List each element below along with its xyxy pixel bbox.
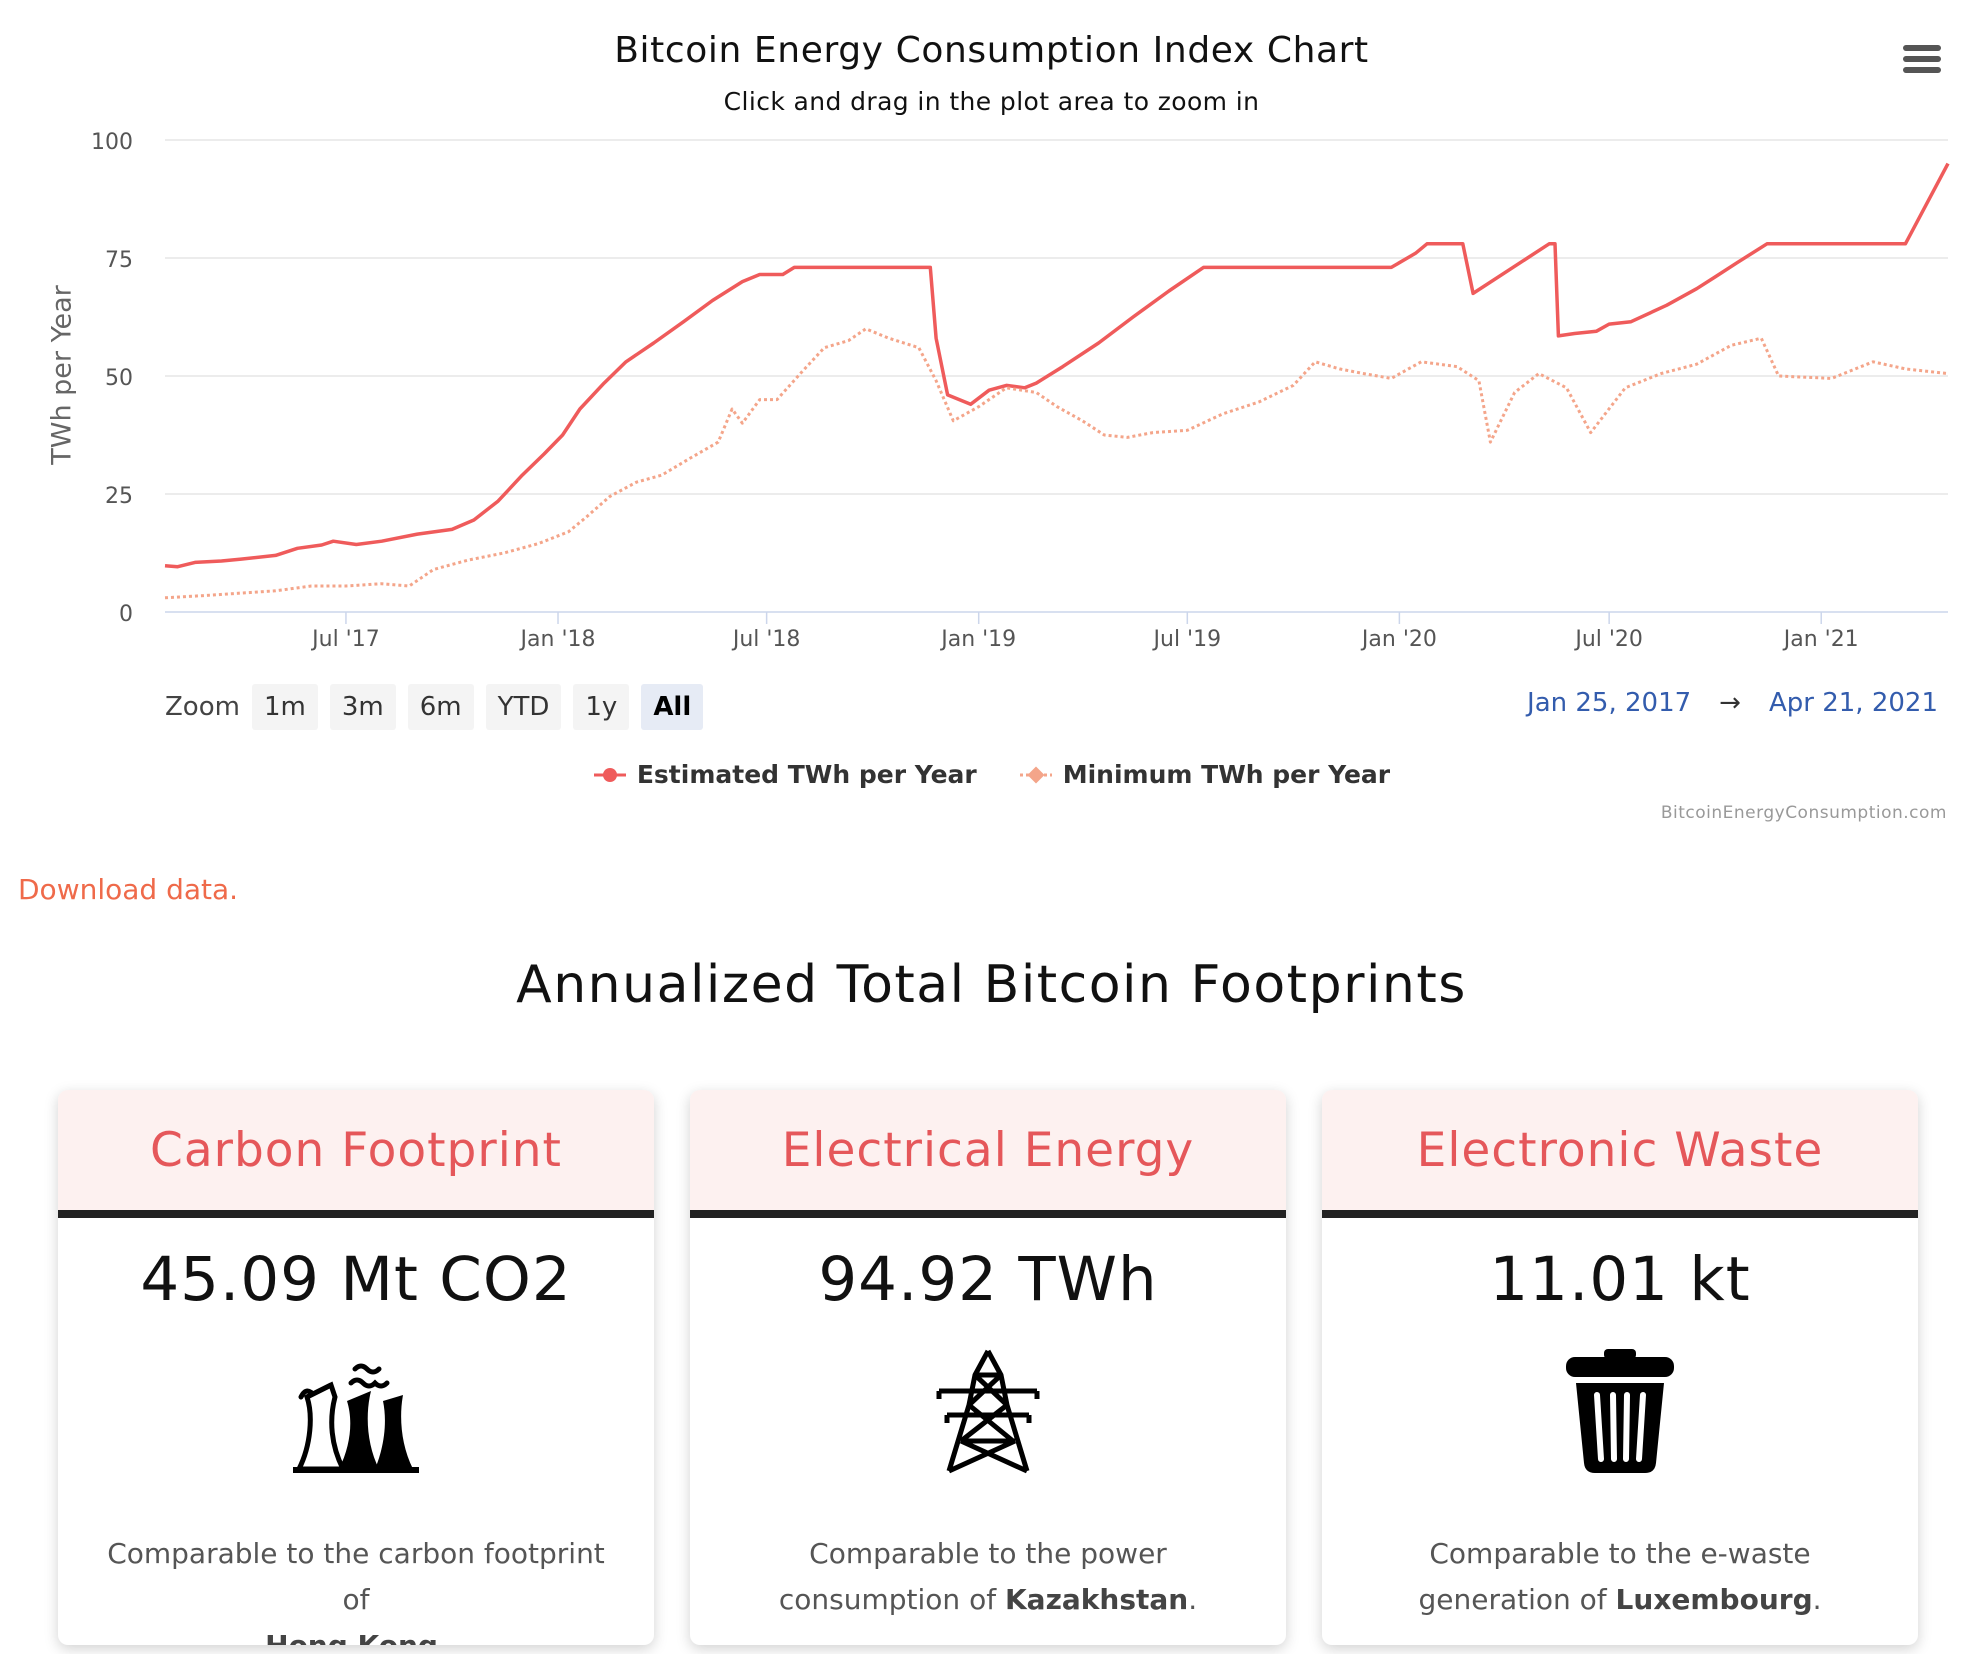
- y-tick-label: 75: [105, 248, 133, 273]
- zoom-selector: Zoom 1m 3m 6m YTD 1y All: [165, 684, 715, 730]
- card-value: 11.01 kt: [1489, 1244, 1751, 1315]
- comparison-period: .: [438, 1629, 447, 1645]
- y-tick-label: 0: [119, 602, 133, 627]
- legend-label-minimum: Minimum TWh per Year: [1062, 760, 1391, 789]
- y-tick-label: 25: [105, 484, 133, 509]
- zoom-1m-button[interactable]: 1m: [251, 684, 318, 730]
- electrical-energy-card: Electrical Energy 94.92 TWh Comparable t…: [690, 1090, 1286, 1645]
- comparison-period: .: [1812, 1583, 1822, 1616]
- zoom-1y-button[interactable]: 1y: [573, 684, 630, 730]
- chart-subtitle: Click and drag in the plot area to zoom …: [723, 87, 1260, 116]
- comparison-country: Hong Kong: [265, 1629, 438, 1645]
- zoom-label: Zoom: [165, 692, 240, 722]
- energy-chart[interactable]: Bitcoin Energy Consumption Index Chart C…: [0, 0, 1983, 840]
- x-tick-label: Jul '17: [310, 627, 380, 652]
- zoom-6m-button[interactable]: 6m: [407, 684, 474, 730]
- y-tick-label: 100: [91, 130, 133, 155]
- range-arrow-icon: →: [1719, 688, 1741, 718]
- legend-label-estimated: Estimated TWh per Year: [636, 760, 977, 789]
- x-tick-label: Jul '18: [731, 627, 801, 652]
- comparison-country: Luxembourg: [1615, 1583, 1813, 1616]
- card-heading: Electronic Waste: [1322, 1090, 1918, 1218]
- x-tick-label: Jul '20: [1573, 627, 1643, 652]
- download-data-link[interactable]: Download data.: [18, 873, 239, 906]
- electronic-waste-card: Electronic Waste 11.01 kt Comparable to …: [1322, 1090, 1918, 1645]
- legend-item-estimated[interactable]: Estimated TWh per Year: [593, 760, 977, 789]
- x-tick-label: Jan '18: [519, 627, 596, 652]
- card-value: 45.09 Mt CO2: [140, 1244, 572, 1315]
- chart-legend: Estimated TWh per Year Minimum TWh per Y…: [0, 760, 1983, 789]
- comparison-text: Comparable to the power consumption of: [778, 1537, 1167, 1616]
- date-range: Jan 25, 2017 → Apr 21, 2021: [1527, 688, 1938, 718]
- footprints-title: Annualized Total Bitcoin Footprints: [516, 955, 1467, 1015]
- zoom-3m-button[interactable]: 3m: [329, 684, 396, 730]
- card-heading: Carbon Footprint: [58, 1090, 654, 1218]
- hamburger-menu-icon[interactable]: [1903, 45, 1941, 83]
- power-plant-icon: [58, 1345, 654, 1475]
- card-comparison: Comparable to the power consumption of K…: [690, 1531, 1286, 1623]
- chart-credit[interactable]: BitcoinEnergyConsumption.com: [1660, 803, 1947, 823]
- card-value: 94.92 TWh: [818, 1244, 1158, 1315]
- power-tower-icon: [690, 1345, 1286, 1475]
- x-tick-label: Jan '21: [1782, 627, 1859, 652]
- comparison-text: Comparable to the carbon footprint of: [107, 1537, 605, 1616]
- x-tick-label: Jul '19: [1152, 627, 1222, 652]
- range-to-date[interactable]: Apr 21, 2021: [1768, 688, 1938, 718]
- comparison-country: Kazakhstan: [1004, 1583, 1189, 1616]
- y-tick-label: 50: [105, 366, 133, 391]
- comparison-text: Comparable to the e-waste generation of: [1418, 1537, 1811, 1616]
- zoom-ytd-button[interactable]: YTD: [485, 684, 562, 730]
- card-heading: Electrical Energy: [690, 1090, 1286, 1218]
- legend-item-minimum[interactable]: Minimum TWh per Year: [1019, 760, 1390, 789]
- x-tick-label: Jan '19: [939, 627, 1016, 652]
- card-comparison: Comparable to the e-waste generation of …: [1322, 1531, 1918, 1623]
- comparison-period: .: [1188, 1583, 1198, 1616]
- carbon-footprint-card: Carbon Footprint 45.09 Mt CO2 Comparable…: [58, 1090, 654, 1645]
- card-comparison: Comparable to the carbon footprint of Ho…: [58, 1531, 654, 1645]
- legend-marker-minimum-icon: [1019, 766, 1052, 783]
- legend-marker-estimated-icon: [593, 767, 626, 782]
- zoom-all-button[interactable]: All: [641, 684, 704, 730]
- chart-title: Bitcoin Energy Consumption Index Chart: [614, 30, 1369, 71]
- x-tick-label: Jan '20: [1360, 627, 1437, 652]
- plot-area[interactable]: 0 25 50 75 100 Jul '17 Jan '18 Jul '18 Jan '19 Ju…: [0, 0, 1983, 680]
- range-from-date[interactable]: Jan 25, 2017: [1527, 688, 1692, 718]
- series-line-estimated[interactable]: [164, 162, 1950, 569]
- trash-can-icon: [1322, 1345, 1918, 1475]
